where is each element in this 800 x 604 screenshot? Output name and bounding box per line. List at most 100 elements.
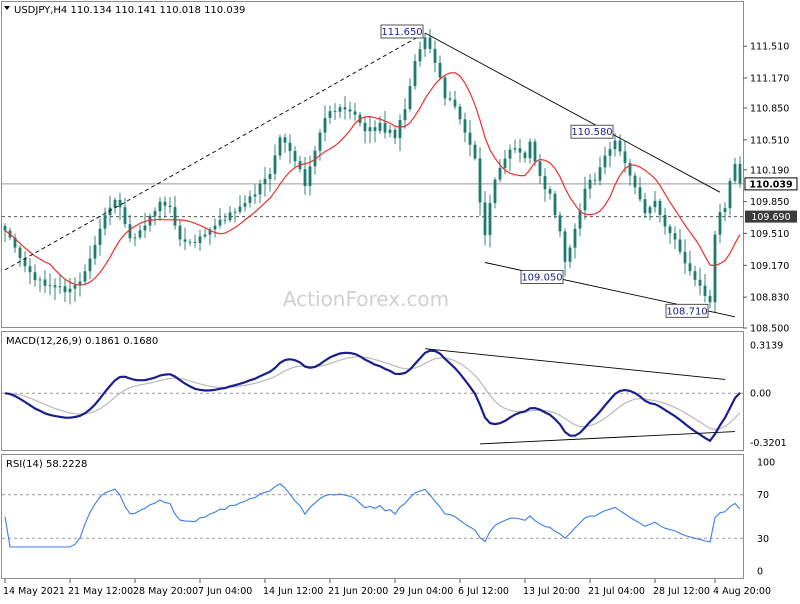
price-axis-label: 109.510 [750, 229, 789, 240]
price-axis-label: 110.510 [750, 135, 789, 146]
candle-body [293, 151, 297, 162]
candle-body [713, 234, 717, 303]
candle-body [658, 200, 662, 215]
candle-body [363, 122, 367, 132]
time-axis-label: 6 Jul 12:00 [458, 586, 509, 597]
candle-body [438, 62, 442, 78]
time-axis-label: 14 Jun 12:00 [263, 586, 323, 597]
candle-body [58, 286, 62, 288]
candle-body [78, 281, 82, 286]
candle-body [483, 202, 487, 236]
candle-body [513, 148, 517, 150]
candle-body [18, 247, 22, 259]
candle-body [188, 241, 192, 243]
candle-body [238, 206, 242, 212]
candle-body [328, 111, 332, 118]
candle-body [368, 127, 372, 132]
candle-body [593, 179, 597, 181]
candle-body [73, 285, 77, 289]
candle-body [383, 122, 387, 133]
time-axis-label: 28 Jul 12:00 [653, 586, 710, 597]
candle-body [668, 226, 672, 234]
candle-body [548, 189, 552, 194]
candle-body [643, 199, 647, 214]
candle-body [123, 207, 127, 225]
watermark: ActionForex.com [283, 287, 449, 311]
candle-body [153, 211, 157, 216]
candle-body [543, 175, 547, 190]
candle-body [653, 200, 657, 208]
candle-body [463, 119, 467, 133]
candle-body [558, 215, 562, 232]
candle-body [353, 111, 357, 115]
candle-body [493, 179, 497, 204]
candlestick-series [3, 29, 742, 313]
candle-body [728, 181, 732, 209]
macd-trendline [479, 431, 736, 445]
candle-body [663, 215, 667, 227]
candle-body [308, 166, 312, 186]
candle-body [608, 149, 612, 156]
candle-body [673, 233, 677, 240]
macd-line [4, 349, 741, 443]
candle-body [173, 207, 177, 226]
candle-body [698, 279, 702, 286]
candle-body [43, 279, 47, 286]
candle-body [83, 271, 87, 282]
candle-body [453, 99, 457, 107]
candle-body [573, 228, 577, 248]
candle-body [588, 179, 592, 189]
price-axis-label: 108.830 [750, 293, 789, 304]
candle-body [323, 118, 327, 133]
price-axis-label: 110.850 [750, 104, 789, 115]
rsi-line [4, 483, 741, 548]
candle-body [408, 86, 412, 110]
candle-body [333, 111, 337, 112]
candle-body [618, 140, 622, 152]
dropdown-triangle-icon [4, 6, 10, 10]
candle-body [268, 174, 272, 179]
candle-body [443, 77, 447, 99]
price-axis-label: 111.170 [750, 74, 789, 85]
price-title-group: USDJPY,H4 110.134 110.141 110.018 110.03… [4, 5, 245, 16]
candle-body [703, 285, 707, 296]
candle-body [738, 163, 742, 184]
candle-body [583, 188, 587, 211]
candle-body [248, 196, 252, 203]
candle-body [348, 109, 352, 112]
candle-body [578, 210, 582, 229]
candle-body [633, 175, 637, 188]
candle-body [458, 106, 462, 120]
price-axis-label: 109.850 [750, 197, 789, 208]
candle-body [208, 229, 212, 235]
candle-body [213, 225, 217, 230]
candle-body [113, 199, 117, 208]
candle-body [533, 141, 537, 162]
candle-body [38, 279, 42, 281]
candle-body [278, 137, 282, 156]
candle-body [158, 201, 162, 212]
price-trendline [4, 32, 426, 271]
annotation-box [380, 24, 424, 39]
candle-body [23, 258, 27, 267]
price-trendline [424, 32, 721, 193]
rsi-panel-frame [1, 454, 744, 579]
candle-body [603, 155, 607, 168]
price-axis-label: 111.510 [750, 42, 789, 53]
annotation-label: 110.580 [571, 127, 612, 138]
time-axis-label: 4 Aug 20:00 [713, 586, 771, 597]
macd-trendlines [424, 348, 736, 445]
candle-body [133, 237, 137, 239]
rsi-y-axis: 100 70 30 0 [757, 458, 775, 578]
current-price-value: 110.039 [749, 179, 792, 190]
annotation-box [570, 124, 614, 139]
candle-body [398, 120, 402, 139]
candle-body [253, 194, 257, 197]
candle-body [688, 263, 692, 272]
macd-title: MACD(12,26,9) 0.1861 0.1680 [6, 336, 158, 347]
macd-y-axis: 0.3139 0.00 -0.3201 [750, 341, 787, 449]
candle-body [538, 161, 542, 176]
candle-body [258, 184, 262, 195]
candle-body [733, 163, 737, 181]
